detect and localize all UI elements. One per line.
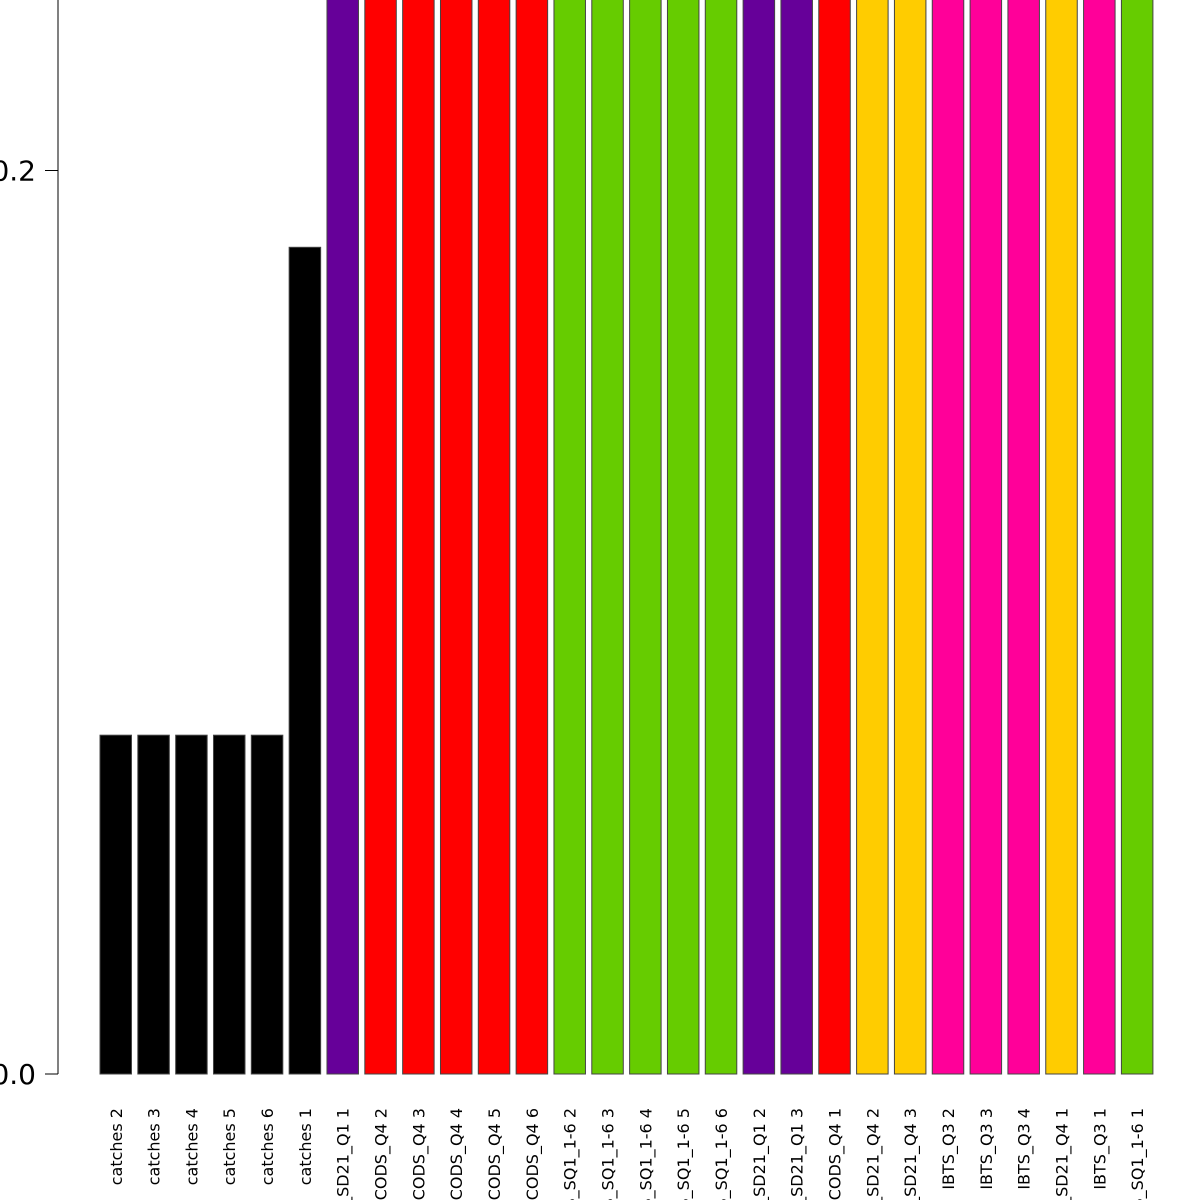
bar [288,246,322,1075]
x-category-label: IBTS_Q3 1 [1090,1108,1110,1190]
bar [629,0,662,1075]
x-category-label: catches 2 [107,1108,126,1185]
bar [439,0,473,1075]
bar [553,0,586,1075]
bar [99,734,132,1075]
bar [893,0,927,1075]
bar [250,734,284,1075]
bar [212,734,246,1075]
bar [1007,0,1040,1075]
x-category-label: BITS_SD21_Q1 1 [334,1108,354,1200]
bar [1083,0,1116,1075]
bar [666,0,700,1075]
bar [515,0,549,1075]
bar [175,734,208,1075]
bar [856,0,889,1075]
y-axis: 0.00.20.40.60.8 [0,0,59,1091]
bar [1045,0,1078,1075]
bar [477,0,511,1075]
x-category-label: BITS_SQ1_1-6 2 [561,1108,581,1200]
x-category-label: CODS_Q4 3 [409,1108,429,1200]
x-category-label: catches 6 [258,1108,277,1185]
x-axis-labels: catches 2 catches 3 catches 4 catches 5 catc… [107,1108,1148,1200]
bars [99,0,1154,1075]
x-category-label: BITS_SQ1_1-6 1 [1128,1108,1148,1200]
bar [742,0,776,1075]
x-category-label: CODS_Q4 5 [485,1108,505,1200]
x-category-label: IBTS_Q3 2 [939,1108,959,1190]
x-category-label: catches 4 [182,1108,201,1185]
x-category-label: catches 1 [296,1108,315,1185]
x-category-label: IBTS_Q3 3 [977,1108,997,1190]
x-category-label: CODS_Q4 2 [372,1108,392,1200]
x-category-label: BITS_SD21_Q4 2 [863,1108,883,1200]
x-category-label: BITS_SQ1_1-6 5 [674,1108,694,1200]
bar [326,0,359,1075]
bar [137,734,170,1075]
x-category-label: IBTS_Q3 4 [1015,1108,1035,1190]
bar [704,0,738,1075]
x-category-label: BITS_SD21_Q4 3 [901,1108,921,1200]
bar [931,0,965,1075]
x-category-label: BITS_SD21_Q1 3 [788,1108,808,1200]
x-category-label: catches 5 [220,1108,239,1185]
bar [364,0,397,1075]
x-category-label: CODS_Q4 6 [523,1108,543,1200]
bar [780,0,813,1075]
y-tick-label: 0.2 [0,155,36,188]
x-category-label: CODS_Q4 4 [447,1108,467,1200]
x-category-label: CODS_Q4 1 [826,1108,846,1200]
x-category-label: BITS_SD21_Q4 1 [1053,1108,1073,1200]
y-tick-label: 0.0 [0,1058,36,1091]
bar [1120,0,1154,1075]
x-category-label: BITS_SQ1_1-6 3 [599,1108,619,1200]
x-category-label: BITS_SQ1_1-6 6 [712,1108,732,1200]
bar [969,0,1003,1075]
x-category-label: BITS_SD21_Q1 2 [750,1108,770,1200]
bar [818,0,851,1075]
x-category-label: BITS_SQ1_1-6 4 [636,1108,656,1200]
x-category-label: catches 3 [145,1108,164,1185]
bar [402,0,435,1075]
bar [591,0,624,1075]
